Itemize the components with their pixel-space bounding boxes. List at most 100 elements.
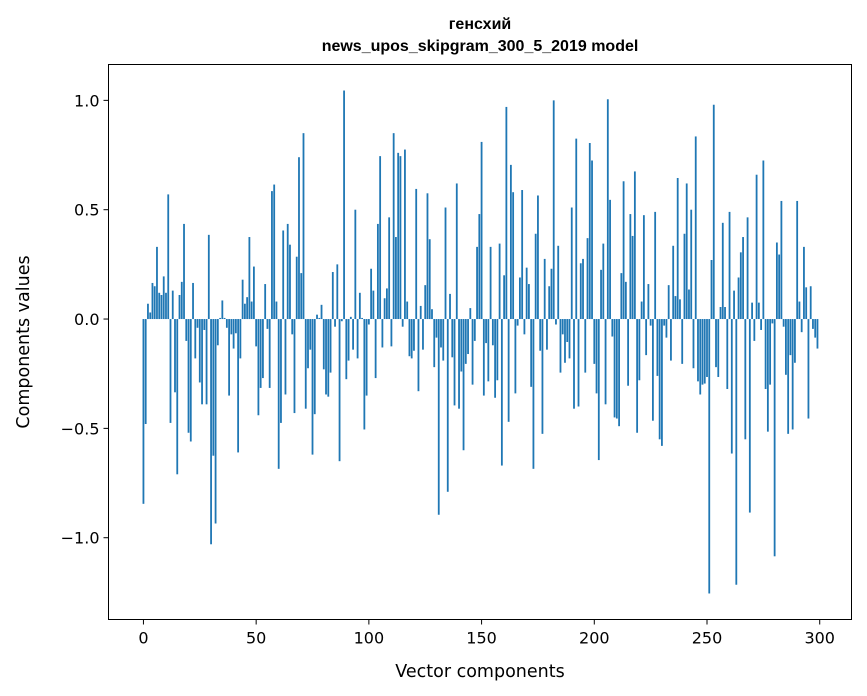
bar-component-205 bbox=[604, 319, 607, 405]
bar-component-293 bbox=[803, 246, 805, 320]
bar-component-12 bbox=[169, 319, 172, 423]
bar-component-157 bbox=[496, 319, 499, 381]
bar-component-60 bbox=[277, 319, 280, 469]
bar-component-66 bbox=[291, 319, 294, 335]
bar-component-182 bbox=[552, 100, 555, 320]
bar-component-226 bbox=[651, 319, 654, 421]
bar-component-159 bbox=[500, 319, 503, 466]
y-tick-label: −1.0 bbox=[61, 529, 100, 548]
bar-component-43 bbox=[239, 319, 242, 359]
chart-title-line-1: генсхий bbox=[449, 16, 511, 33]
bar-component-5 bbox=[153, 286, 156, 320]
bar-component-119 bbox=[410, 319, 413, 359]
bar-component-35 bbox=[221, 300, 224, 320]
chart-title-line-2: news_upos_skipgram_300_5_2019 model bbox=[322, 38, 639, 55]
bar-component-231 bbox=[663, 319, 666, 326]
bar-component-8 bbox=[160, 294, 163, 320]
bar-component-243 bbox=[690, 209, 693, 320]
bar-component-299 bbox=[816, 319, 819, 349]
bar-component-286 bbox=[787, 319, 790, 434]
bar-component-145 bbox=[469, 308, 472, 320]
bar-component-98 bbox=[363, 319, 366, 430]
x-axis: 0 50 100 150 200 250 300 bbox=[138, 619, 835, 648]
bar-component-85 bbox=[334, 319, 336, 327]
bar-component-39 bbox=[230, 319, 233, 335]
bar-component-247 bbox=[699, 319, 702, 395]
bar-component-204 bbox=[602, 243, 605, 320]
bar-component-81 bbox=[325, 319, 327, 395]
bar-component-82 bbox=[327, 319, 330, 397]
bar-component-156 bbox=[494, 319, 497, 398]
bar-component-276 bbox=[764, 319, 767, 390]
bar-component-52 bbox=[259, 319, 262, 388]
bar-component-129 bbox=[433, 319, 436, 368]
bar-component-147 bbox=[473, 319, 476, 341]
bar-component-46 bbox=[246, 297, 249, 320]
bar-component-16 bbox=[178, 294, 181, 320]
bar-component-288 bbox=[791, 319, 794, 430]
bar-component-197 bbox=[586, 238, 589, 320]
x-tick-label: 250 bbox=[692, 629, 723, 648]
bar-component-167 bbox=[518, 277, 521, 320]
bar-component-77 bbox=[316, 314, 318, 320]
bar-component-196 bbox=[584, 319, 587, 373]
bar-component-166 bbox=[516, 319, 519, 326]
bar-component-169 bbox=[523, 319, 526, 335]
bar-component-191 bbox=[573, 319, 575, 409]
bar-component-239 bbox=[681, 319, 684, 364]
bar-component-69 bbox=[298, 157, 300, 320]
bar-component-280 bbox=[773, 319, 776, 557]
bar-component-14 bbox=[174, 319, 176, 393]
bar-component-195 bbox=[582, 258, 584, 320]
bar-component-59 bbox=[275, 301, 278, 320]
bar-component-120 bbox=[413, 319, 415, 351]
bar-component-218 bbox=[633, 171, 636, 320]
bar-component-124 bbox=[422, 319, 424, 350]
bar-component-67 bbox=[293, 319, 296, 414]
x-axis-label: Vector components bbox=[395, 662, 564, 682]
bar-component-27 bbox=[203, 319, 206, 330]
bar-component-242 bbox=[688, 289, 690, 320]
bar-component-45 bbox=[243, 303, 246, 320]
bar-component-248 bbox=[701, 319, 704, 385]
bar-component-54 bbox=[264, 284, 267, 320]
bar-component-277 bbox=[766, 319, 769, 432]
bar-component-151 bbox=[482, 319, 485, 396]
bar-component-78 bbox=[318, 317, 321, 320]
bar-component-103 bbox=[374, 319, 377, 379]
bar-component-141 bbox=[460, 319, 463, 372]
bar-component-173 bbox=[532, 319, 535, 469]
bar-component-42 bbox=[237, 319, 240, 453]
bar-component-116 bbox=[404, 149, 406, 320]
bar-component-123 bbox=[419, 305, 422, 320]
bar-component-7 bbox=[158, 292, 161, 320]
bar-component-230 bbox=[661, 319, 663, 446]
bar-component-164 bbox=[512, 192, 515, 320]
bar-component-162 bbox=[507, 319, 510, 422]
bar-component-263 bbox=[735, 319, 738, 585]
bar-component-148 bbox=[476, 246, 478, 320]
bar-component-233 bbox=[667, 285, 670, 320]
bar-component-109 bbox=[388, 217, 391, 320]
bar-component-235 bbox=[672, 245, 675, 320]
bar-component-270 bbox=[751, 302, 753, 320]
bar-component-160 bbox=[503, 275, 506, 320]
bar-component-198 bbox=[588, 143, 591, 320]
bar-component-9 bbox=[162, 276, 165, 320]
bar-component-95 bbox=[356, 319, 359, 359]
bar-component-89 bbox=[343, 90, 345, 320]
bar-component-153 bbox=[487, 319, 490, 382]
bar-component-62 bbox=[282, 230, 285, 320]
bar-component-219 bbox=[636, 319, 639, 433]
bar-component-211 bbox=[618, 319, 620, 427]
bar-component-108 bbox=[385, 288, 388, 320]
bar-component-37 bbox=[225, 319, 228, 328]
bar-component-112 bbox=[395, 237, 397, 320]
bar-component-189 bbox=[568, 319, 571, 359]
bar-component-212 bbox=[620, 273, 623, 320]
bar-component-51 bbox=[257, 319, 260, 416]
x-tick-label: 150 bbox=[466, 629, 497, 648]
bar-component-118 bbox=[408, 319, 411, 357]
bar-component-222 bbox=[642, 215, 645, 320]
bar-component-179 bbox=[546, 319, 548, 350]
